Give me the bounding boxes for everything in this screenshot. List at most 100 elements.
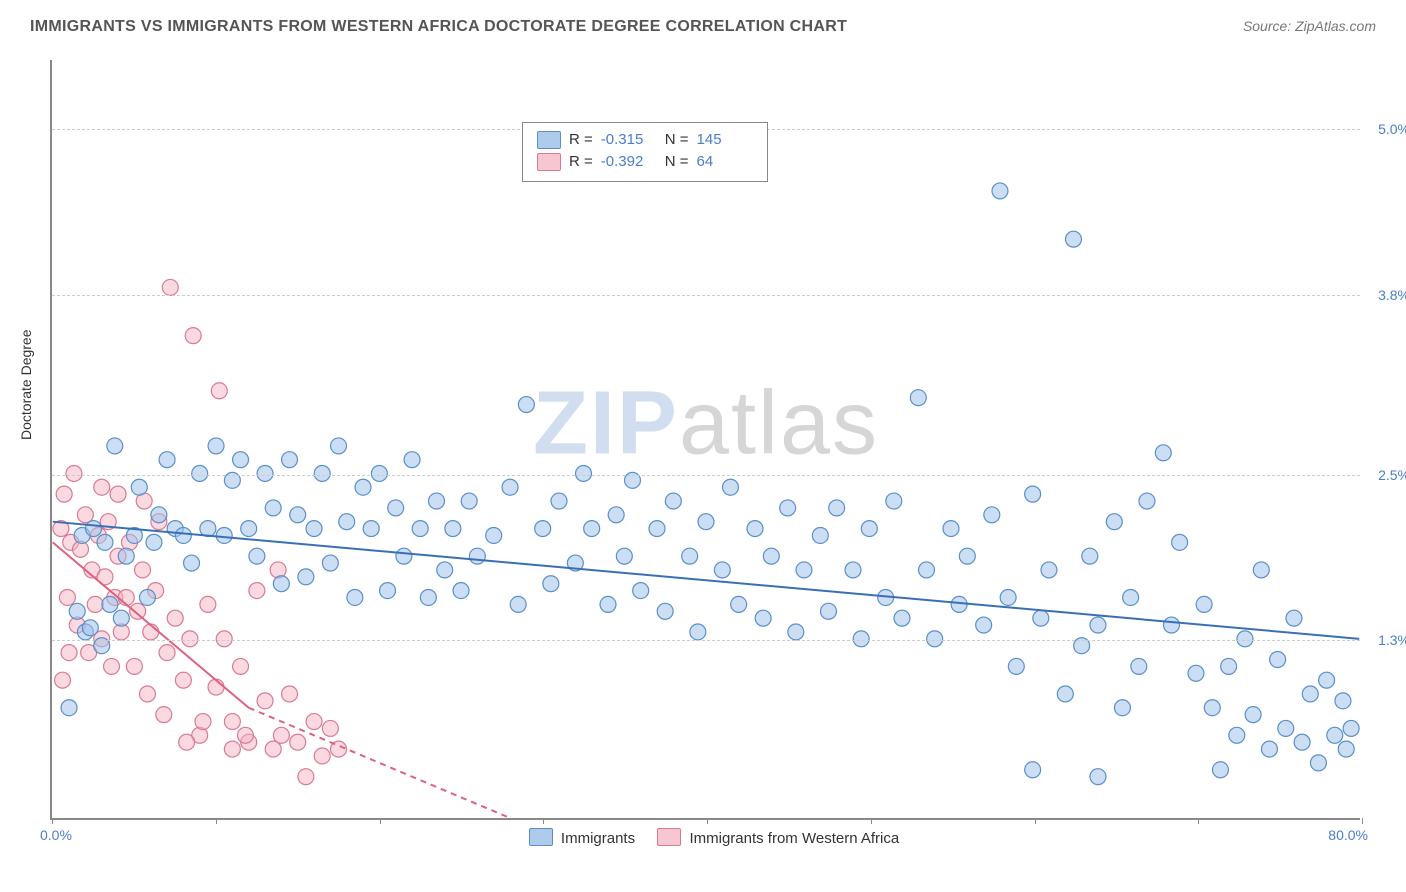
data-point bbox=[355, 479, 371, 495]
data-point bbox=[412, 521, 428, 537]
data-point bbox=[107, 438, 123, 454]
x-tick bbox=[707, 818, 708, 824]
data-point bbox=[87, 596, 103, 612]
legend-R-series2: -0.392 bbox=[601, 151, 657, 173]
data-point bbox=[139, 686, 155, 702]
data-point bbox=[461, 493, 477, 509]
data-point bbox=[821, 603, 837, 619]
data-point bbox=[131, 479, 147, 495]
data-point bbox=[665, 493, 681, 509]
data-point bbox=[429, 493, 445, 509]
legend-swatch-series1 bbox=[537, 131, 561, 149]
trend-line bbox=[53, 522, 1360, 639]
data-point bbox=[1025, 486, 1041, 502]
data-point bbox=[66, 465, 82, 481]
data-point bbox=[184, 555, 200, 571]
x-tick bbox=[52, 818, 53, 824]
x-tick bbox=[1362, 818, 1363, 824]
data-point bbox=[282, 686, 298, 702]
data-point bbox=[796, 562, 812, 578]
data-point bbox=[1302, 686, 1318, 702]
plot-area: ZIPatlas 0.0% 80.0% R = -0.315 N = 145 R… bbox=[50, 60, 1360, 820]
data-point bbox=[747, 521, 763, 537]
data-point bbox=[331, 438, 347, 454]
data-point bbox=[396, 548, 412, 564]
data-point bbox=[82, 620, 98, 636]
legend-bottom-label2: Immigrants from Western Africa bbox=[689, 830, 899, 847]
data-point bbox=[1041, 562, 1057, 578]
data-point bbox=[543, 576, 559, 592]
data-point bbox=[282, 452, 298, 468]
data-point bbox=[339, 514, 355, 530]
data-point bbox=[257, 693, 273, 709]
source-label: Source: ZipAtlas.com bbox=[1243, 18, 1376, 34]
data-point bbox=[233, 658, 249, 674]
data-point bbox=[1229, 727, 1245, 743]
data-point bbox=[104, 658, 120, 674]
x-tick bbox=[216, 818, 217, 824]
data-point bbox=[1221, 658, 1237, 674]
data-point bbox=[723, 479, 739, 495]
data-point bbox=[182, 631, 198, 647]
data-point bbox=[1106, 514, 1122, 530]
data-point bbox=[175, 527, 191, 543]
data-point bbox=[322, 555, 338, 571]
data-point bbox=[162, 279, 178, 295]
data-point bbox=[1270, 652, 1286, 668]
data-point bbox=[714, 562, 730, 578]
data-point bbox=[1204, 700, 1220, 716]
data-point bbox=[265, 741, 281, 757]
data-point bbox=[1000, 590, 1016, 606]
data-point bbox=[1338, 741, 1354, 757]
data-point bbox=[290, 507, 306, 523]
data-point bbox=[584, 521, 600, 537]
data-point bbox=[404, 452, 420, 468]
data-point bbox=[1188, 665, 1204, 681]
data-point bbox=[179, 734, 195, 750]
data-point bbox=[314, 465, 330, 481]
legend-R-series1: -0.315 bbox=[601, 129, 657, 151]
data-point bbox=[306, 714, 322, 730]
data-point bbox=[380, 583, 396, 599]
data-point bbox=[306, 521, 322, 537]
legend-R-label: R = bbox=[569, 151, 593, 173]
data-point bbox=[118, 590, 134, 606]
legend-bottom-label1: Immigrants bbox=[561, 830, 635, 847]
data-point bbox=[927, 631, 943, 647]
data-point bbox=[77, 507, 93, 523]
data-point bbox=[1286, 610, 1302, 626]
data-point bbox=[682, 548, 698, 564]
data-point bbox=[135, 562, 151, 578]
data-point bbox=[1172, 534, 1188, 550]
data-point bbox=[159, 452, 175, 468]
data-point bbox=[151, 507, 167, 523]
y-tick-label: 1.3% bbox=[1365, 632, 1406, 648]
trend-line-extension bbox=[249, 708, 510, 818]
data-point bbox=[608, 507, 624, 523]
data-point bbox=[1237, 631, 1253, 647]
data-point bbox=[139, 590, 155, 606]
data-point bbox=[649, 521, 665, 537]
data-point bbox=[420, 590, 436, 606]
data-point bbox=[61, 700, 77, 716]
gridline bbox=[52, 295, 1360, 296]
data-point bbox=[919, 562, 935, 578]
data-point bbox=[959, 548, 975, 564]
data-point bbox=[502, 479, 518, 495]
data-point bbox=[437, 562, 453, 578]
chart-title: IMMIGRANTS VS IMMIGRANTS FROM WESTERN AF… bbox=[30, 18, 847, 36]
data-point bbox=[237, 727, 253, 743]
data-point bbox=[1163, 617, 1179, 633]
data-point bbox=[167, 610, 183, 626]
data-point bbox=[1196, 596, 1212, 612]
data-point bbox=[788, 624, 804, 640]
data-point bbox=[1253, 562, 1269, 578]
data-point bbox=[445, 521, 461, 537]
data-point bbox=[233, 452, 249, 468]
legend-bottom-swatch2 bbox=[657, 828, 681, 846]
data-point bbox=[1090, 769, 1106, 785]
data-point bbox=[159, 645, 175, 661]
data-point bbox=[143, 624, 159, 640]
data-point bbox=[195, 714, 211, 730]
data-point bbox=[894, 610, 910, 626]
